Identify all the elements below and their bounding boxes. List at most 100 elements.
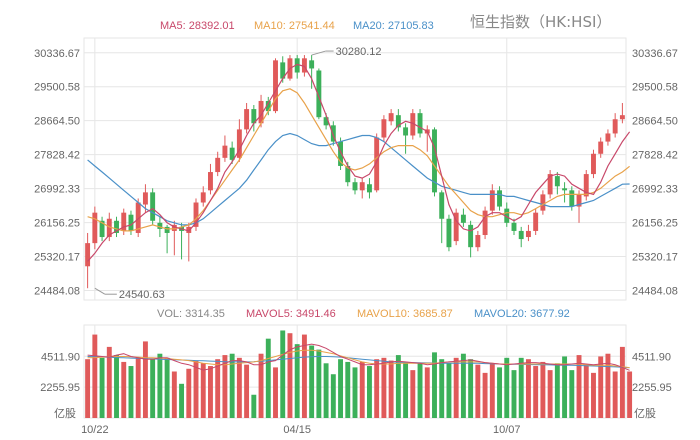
- volume-bar-down: [179, 383, 185, 418]
- price-tick-label: 27828.42: [34, 150, 80, 162]
- mavol5-line: [87, 343, 630, 371]
- candle-down: [157, 222, 163, 229]
- volume-bar-down: [114, 355, 119, 418]
- ma5-line: [87, 63, 631, 262]
- volume-bar-down: [497, 367, 502, 418]
- candle-down: [417, 113, 423, 134]
- candle-up: [482, 210, 488, 236]
- candle-down: [460, 214, 466, 223]
- candle-down: [569, 190, 575, 207]
- volume-tick-label: 2255.95: [40, 382, 80, 394]
- candle-down: [554, 176, 560, 187]
- price-tick-label: 26992.33: [34, 184, 80, 196]
- candle-down: [366, 184, 372, 193]
- volume-unit-left: 亿股: [54, 407, 76, 420]
- candle-down: [395, 115, 401, 128]
- volume-bar-down: [330, 374, 336, 418]
- volume-bar-down: [403, 363, 409, 418]
- candle-up: [583, 174, 589, 197]
- volume-bar-up: [482, 372, 488, 418]
- candle-up: [598, 141, 604, 154]
- moving-averages: [87, 63, 631, 262]
- volume-bar-up: [533, 366, 539, 418]
- candle-up: [374, 137, 380, 191]
- volume-bar-up: [208, 366, 213, 418]
- volume-bar-up: [106, 346, 112, 418]
- candle-down: [150, 192, 156, 221]
- volume-tick-label: 2255.95: [632, 382, 672, 394]
- legend-mavol5: MAVOL5: 3491.46: [246, 308, 336, 320]
- price-axis-left: 30336.67 29500.58 28664.50 27828.42 26992.33…: [34, 48, 80, 298]
- volume-bar-up: [135, 357, 141, 418]
- volume-bar-down: [294, 344, 300, 418]
- candle-up: [547, 174, 553, 195]
- mavol10-line: [87, 349, 630, 369]
- candle-up: [612, 119, 618, 134]
- volume-bar-up: [547, 370, 553, 418]
- volume-bar-up: [171, 371, 177, 418]
- candle-up: [258, 100, 264, 124]
- volume-bar-up: [576, 355, 582, 418]
- candle-down: [504, 208, 510, 223]
- volume-bar-down: [518, 357, 524, 418]
- volume-bar-up: [287, 333, 293, 418]
- candle-down: [280, 62, 286, 79]
- candle-down: [345, 165, 351, 183]
- price-annotations: 30280.12 24540.63: [94, 46, 382, 301]
- volume-bar-down: [366, 366, 372, 418]
- candle-up: [222, 145, 228, 158]
- volume-bar-down: [395, 355, 401, 418]
- volume-bar-down: [417, 363, 423, 418]
- chart-title: 恒生指数（HK:HSI）: [470, 13, 611, 31]
- price-tick-label: 26156.25: [632, 218, 678, 230]
- volume-bar-down: [562, 356, 568, 418]
- volume-bar-up: [525, 359, 531, 418]
- price-tick-label: 26156.25: [34, 218, 80, 230]
- candle-down: [403, 127, 409, 136]
- candle-down: [323, 117, 329, 126]
- volume-bar-down: [150, 359, 156, 418]
- volume-bar-down: [309, 345, 315, 418]
- candle-up: [605, 133, 611, 142]
- volume-bar-up: [410, 370, 416, 418]
- price-tick-label: 26992.33: [632, 184, 678, 196]
- candle-up: [85, 243, 91, 267]
- ma10-line: [87, 88, 630, 232]
- volume-bar-up: [453, 357, 459, 418]
- candle-up: [121, 212, 127, 231]
- price-tick-label: 24484.08: [34, 285, 80, 297]
- candle-up: [475, 235, 481, 248]
- candle-up: [381, 119, 387, 138]
- volume-bar-up: [258, 353, 264, 418]
- volume-averages: [87, 343, 630, 371]
- date-tick-label: 10/07: [493, 424, 521, 436]
- candle-down: [128, 214, 134, 231]
- volume-axis-right: 4511.90 2255.95: [632, 351, 672, 394]
- candle-down: [497, 190, 502, 207]
- volume-bar-up: [186, 368, 192, 418]
- volume-bar-down: [229, 353, 235, 418]
- candle-up: [135, 202, 141, 233]
- volume-bar-up: [301, 334, 307, 418]
- legend-vol: VOL: 3314.35: [157, 308, 225, 320]
- candle-up: [208, 172, 213, 191]
- annotation-high: 30280.12: [336, 46, 382, 58]
- price-tick-label: 25320.17: [34, 252, 80, 264]
- candle-down: [511, 222, 517, 231]
- volume-bar-up: [193, 360, 199, 418]
- volume-bar-up: [598, 356, 604, 418]
- volume-bar-up: [591, 372, 596, 418]
- candle-up: [576, 194, 582, 207]
- price-tick-label: 28664.50: [34, 116, 80, 128]
- candle-down: [468, 224, 474, 248]
- candle-up: [236, 129, 242, 158]
- price-axis-right: 30336.67 29500.58 28664.50 27828.42 26992.33…: [632, 48, 678, 298]
- volume-bar-down: [460, 353, 466, 418]
- price-tick-label: 24484.08: [632, 285, 678, 297]
- candle-up: [540, 194, 546, 211]
- candle-down: [294, 58, 300, 73]
- volume-bar-down: [316, 349, 322, 418]
- price-tick-label: 30336.67: [34, 48, 80, 60]
- volume-bar-down: [569, 370, 575, 418]
- volume-bar-up: [583, 364, 589, 418]
